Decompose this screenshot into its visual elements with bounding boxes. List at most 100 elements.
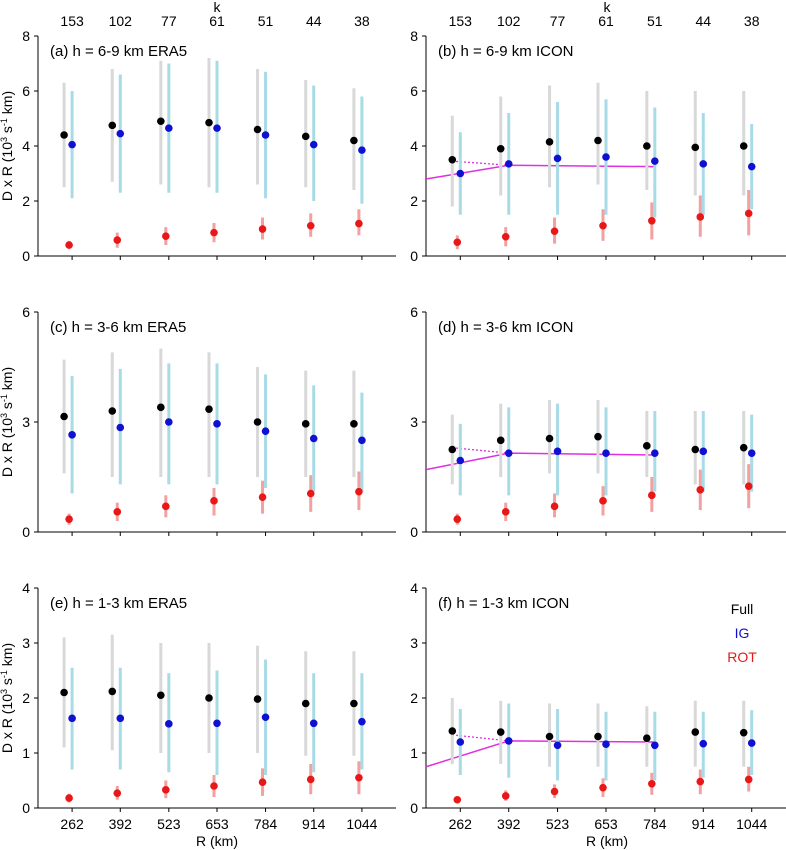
top-tick-label: 77 [550, 13, 566, 29]
x-tick-label: 1044 [736, 816, 767, 832]
ig-point [602, 153, 610, 161]
full-point [60, 688, 68, 697]
y-axis-label: D x R (103 s-1 km) [0, 91, 15, 201]
x-tick-label: 262 [60, 816, 84, 832]
rot-point [744, 775, 753, 784]
ig-point [165, 720, 173, 728]
top-tick-label: 153 [60, 13, 84, 29]
y-axis-label: D x R (103 s-1 km) [0, 367, 15, 477]
ig-point [116, 423, 125, 432]
rot-point [744, 482, 753, 490]
rot-point [648, 217, 656, 225]
y-tick-label: 1 [410, 745, 418, 761]
x-tick-label: 523 [157, 816, 181, 832]
legend-item-full: Full [731, 601, 754, 617]
full-point [350, 136, 358, 145]
top-tick-label: 44 [306, 13, 322, 29]
x-tick-label: 914 [692, 816, 716, 832]
ig-point [68, 431, 76, 439]
y-tick-label: 0 [22, 800, 30, 816]
x-tick-label: 653 [594, 816, 618, 832]
rot-point [550, 227, 559, 236]
y-tick-label: 6 [410, 83, 418, 99]
y-tick-label: 0 [22, 248, 30, 264]
rot-point [258, 225, 267, 233]
x-tick-label: 653 [205, 816, 229, 832]
full-point [350, 699, 358, 708]
full-point [594, 136, 602, 145]
rot-point [113, 236, 122, 244]
y-tick-label: 2 [22, 193, 30, 209]
panel-title: (a) h = 6-9 km ERA5 [50, 43, 187, 60]
full-point [301, 699, 310, 708]
y-tick-label: 2 [410, 193, 418, 209]
x-tick-label: 914 [302, 816, 326, 832]
top-tick-label: 44 [695, 13, 711, 29]
full-point [253, 418, 262, 426]
full-point [60, 412, 68, 421]
ig-point [261, 427, 270, 435]
top-tick-label: 51 [647, 13, 663, 29]
full-point [301, 420, 310, 428]
top-axis-label: k [214, 0, 222, 15]
y-tick-label: 3 [410, 414, 418, 430]
ig-point [747, 449, 756, 457]
ig-point [602, 449, 610, 457]
full-point [739, 142, 748, 150]
ig-point [261, 713, 270, 722]
rot-point [162, 786, 170, 794]
ig-point [358, 717, 366, 726]
panel-title: (c) h = 3-6 km ERA5 [50, 319, 186, 336]
full-point [448, 445, 457, 454]
full-point [253, 125, 262, 134]
y-axis-label-part: km) [0, 91, 15, 118]
y-axis-label-part: D x R (10 [0, 694, 15, 753]
legend-item-rot: ROT [727, 649, 757, 665]
top-tick-label: 102 [109, 13, 133, 29]
rot-point [65, 241, 73, 249]
rot-point [306, 489, 315, 498]
full-point [496, 144, 505, 153]
y-tick-label: 0 [410, 524, 418, 540]
y-tick-label: 4 [410, 580, 418, 596]
full-point [691, 143, 700, 152]
ig-point [553, 741, 562, 750]
rot-point [65, 794, 73, 802]
top-tick-label: 51 [258, 13, 274, 29]
ig-point [116, 714, 125, 723]
ig-point [68, 714, 76, 723]
panel-title: (e) h = 1-3 km ERA5 [50, 595, 187, 612]
ig-point [651, 741, 659, 750]
full-point [157, 117, 165, 126]
y-axis-label-part: s [0, 678, 15, 689]
rot-point [162, 232, 170, 240]
y-axis-label-part: D x R (10 [0, 418, 15, 477]
rot-point [453, 795, 462, 804]
y-axis-label-part: s [0, 402, 15, 413]
ig-point [504, 449, 513, 457]
rot-point [599, 497, 607, 505]
x-axis-label-left: R (km) [196, 833, 238, 849]
ig-point [553, 154, 562, 163]
ig-point [309, 140, 318, 149]
y-tick-label: 0 [410, 800, 418, 816]
y-tick-label: 4 [22, 138, 30, 154]
y-tick-label: 1 [22, 745, 30, 761]
rot-point [501, 792, 510, 800]
ig-point [651, 157, 659, 165]
y-axis-label-part: s [0, 126, 15, 137]
ig-point [213, 420, 221, 428]
ig-point [358, 146, 366, 154]
rot-point [648, 780, 656, 788]
ig-point [747, 162, 756, 171]
ig-point [651, 449, 659, 457]
y-axis-label-exponent: 3 [0, 413, 9, 418]
ig-point [456, 456, 465, 465]
y-tick-label: 6 [22, 304, 30, 320]
legend-item-ig: IG [735, 625, 750, 641]
full-point [496, 728, 505, 736]
y-tick-label: 4 [410, 138, 418, 154]
full-point [691, 728, 700, 736]
ig-point [213, 124, 221, 132]
